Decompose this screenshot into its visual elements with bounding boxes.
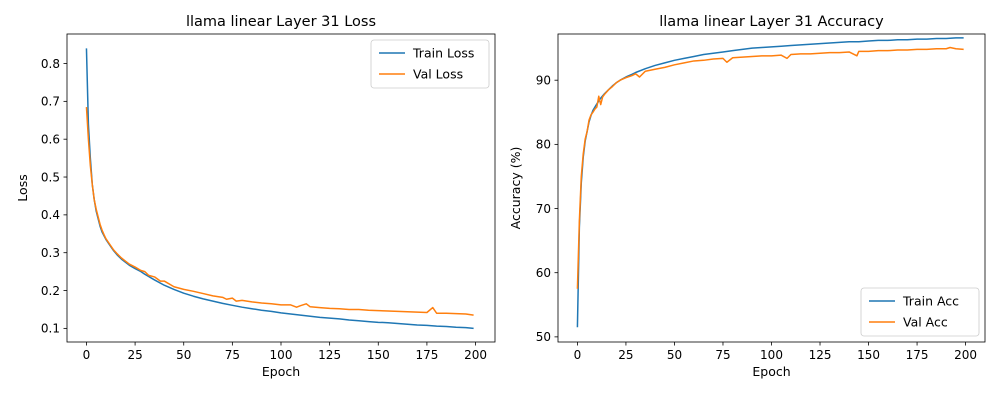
series-line-train-loss bbox=[85, 48, 474, 330]
x-tick-label: 25 bbox=[127, 348, 142, 362]
chart-title: llama linear Layer 31 Loss bbox=[186, 14, 376, 30]
x-tick-label: 50 bbox=[176, 348, 191, 362]
y-tick-label: 0.1 bbox=[41, 322, 60, 336]
x-tick-label: 200 bbox=[954, 348, 977, 362]
x-tick-label: 75 bbox=[225, 348, 240, 362]
series-line-train-acc bbox=[576, 37, 964, 328]
legend: Train Acc Val Acc bbox=[860, 287, 980, 337]
y-tick-label: 50 bbox=[536, 330, 551, 344]
x-tick-label: 150 bbox=[367, 348, 390, 362]
legend-label: Val Acc bbox=[903, 315, 948, 330]
y-tick-label: 60 bbox=[536, 266, 551, 280]
y-tick-label: 0.8 bbox=[41, 57, 60, 71]
x-tick-label: 175 bbox=[415, 348, 438, 362]
chart-title: llama linear Layer 31 Accuracy bbox=[659, 14, 884, 30]
x-tick-label: 0 bbox=[574, 348, 582, 362]
x-axis-label: Epoch bbox=[752, 364, 790, 379]
x-tick-label: 0 bbox=[83, 348, 91, 362]
x-tick-label: 125 bbox=[318, 348, 341, 362]
x-tick-label: 200 bbox=[464, 348, 487, 362]
series-lines bbox=[576, 37, 964, 328]
y-tick-label: 90 bbox=[536, 74, 551, 88]
x-tick-label: 100 bbox=[270, 348, 293, 362]
y-tick-label: 0.6 bbox=[41, 132, 60, 146]
x-tick-label: 75 bbox=[715, 348, 730, 362]
y-tick-label: 0.2 bbox=[41, 284, 60, 298]
accuracy-chart: 0 25 50 75 100 125 150 175 200 50 60 70 80 90 llama li… bbox=[508, 14, 986, 379]
x-tick-label: 25 bbox=[618, 348, 633, 362]
x-tick-label: 100 bbox=[760, 348, 783, 362]
y-tick-label: 0.3 bbox=[41, 246, 60, 260]
legend-box bbox=[370, 39, 490, 89]
y-tick-label: 0.5 bbox=[41, 170, 60, 184]
legend-box bbox=[860, 287, 980, 337]
x-axis-label: Epoch bbox=[262, 364, 300, 379]
loss-chart: 0 25 50 75 100 125 150 175 200 0.1 0.2 0.3 0.4 0.5 0.6… bbox=[15, 14, 496, 379]
y-tick-label: 70 bbox=[536, 202, 551, 216]
legend: Train Loss Val Loss bbox=[370, 39, 490, 89]
legend-label: Train Acc bbox=[902, 294, 959, 309]
y-tick-label: 0.4 bbox=[41, 208, 60, 222]
series-line-val-loss bbox=[85, 106, 474, 316]
x-tick-label: 150 bbox=[857, 348, 880, 362]
legend-label: Train Loss bbox=[412, 46, 474, 61]
y-axis-label: Accuracy (%) bbox=[508, 147, 523, 230]
x-tick-label: 175 bbox=[906, 348, 929, 362]
x-tick-label: 125 bbox=[809, 348, 832, 362]
x-tick-label: 50 bbox=[667, 348, 682, 362]
legend-label: Val Loss bbox=[413, 67, 463, 82]
y-tick-label: 80 bbox=[536, 138, 551, 152]
y-axis-label: Loss bbox=[15, 174, 30, 201]
series-line-val-acc bbox=[576, 46, 964, 289]
series-lines bbox=[85, 48, 474, 330]
y-tick-label: 0.7 bbox=[41, 95, 60, 109]
